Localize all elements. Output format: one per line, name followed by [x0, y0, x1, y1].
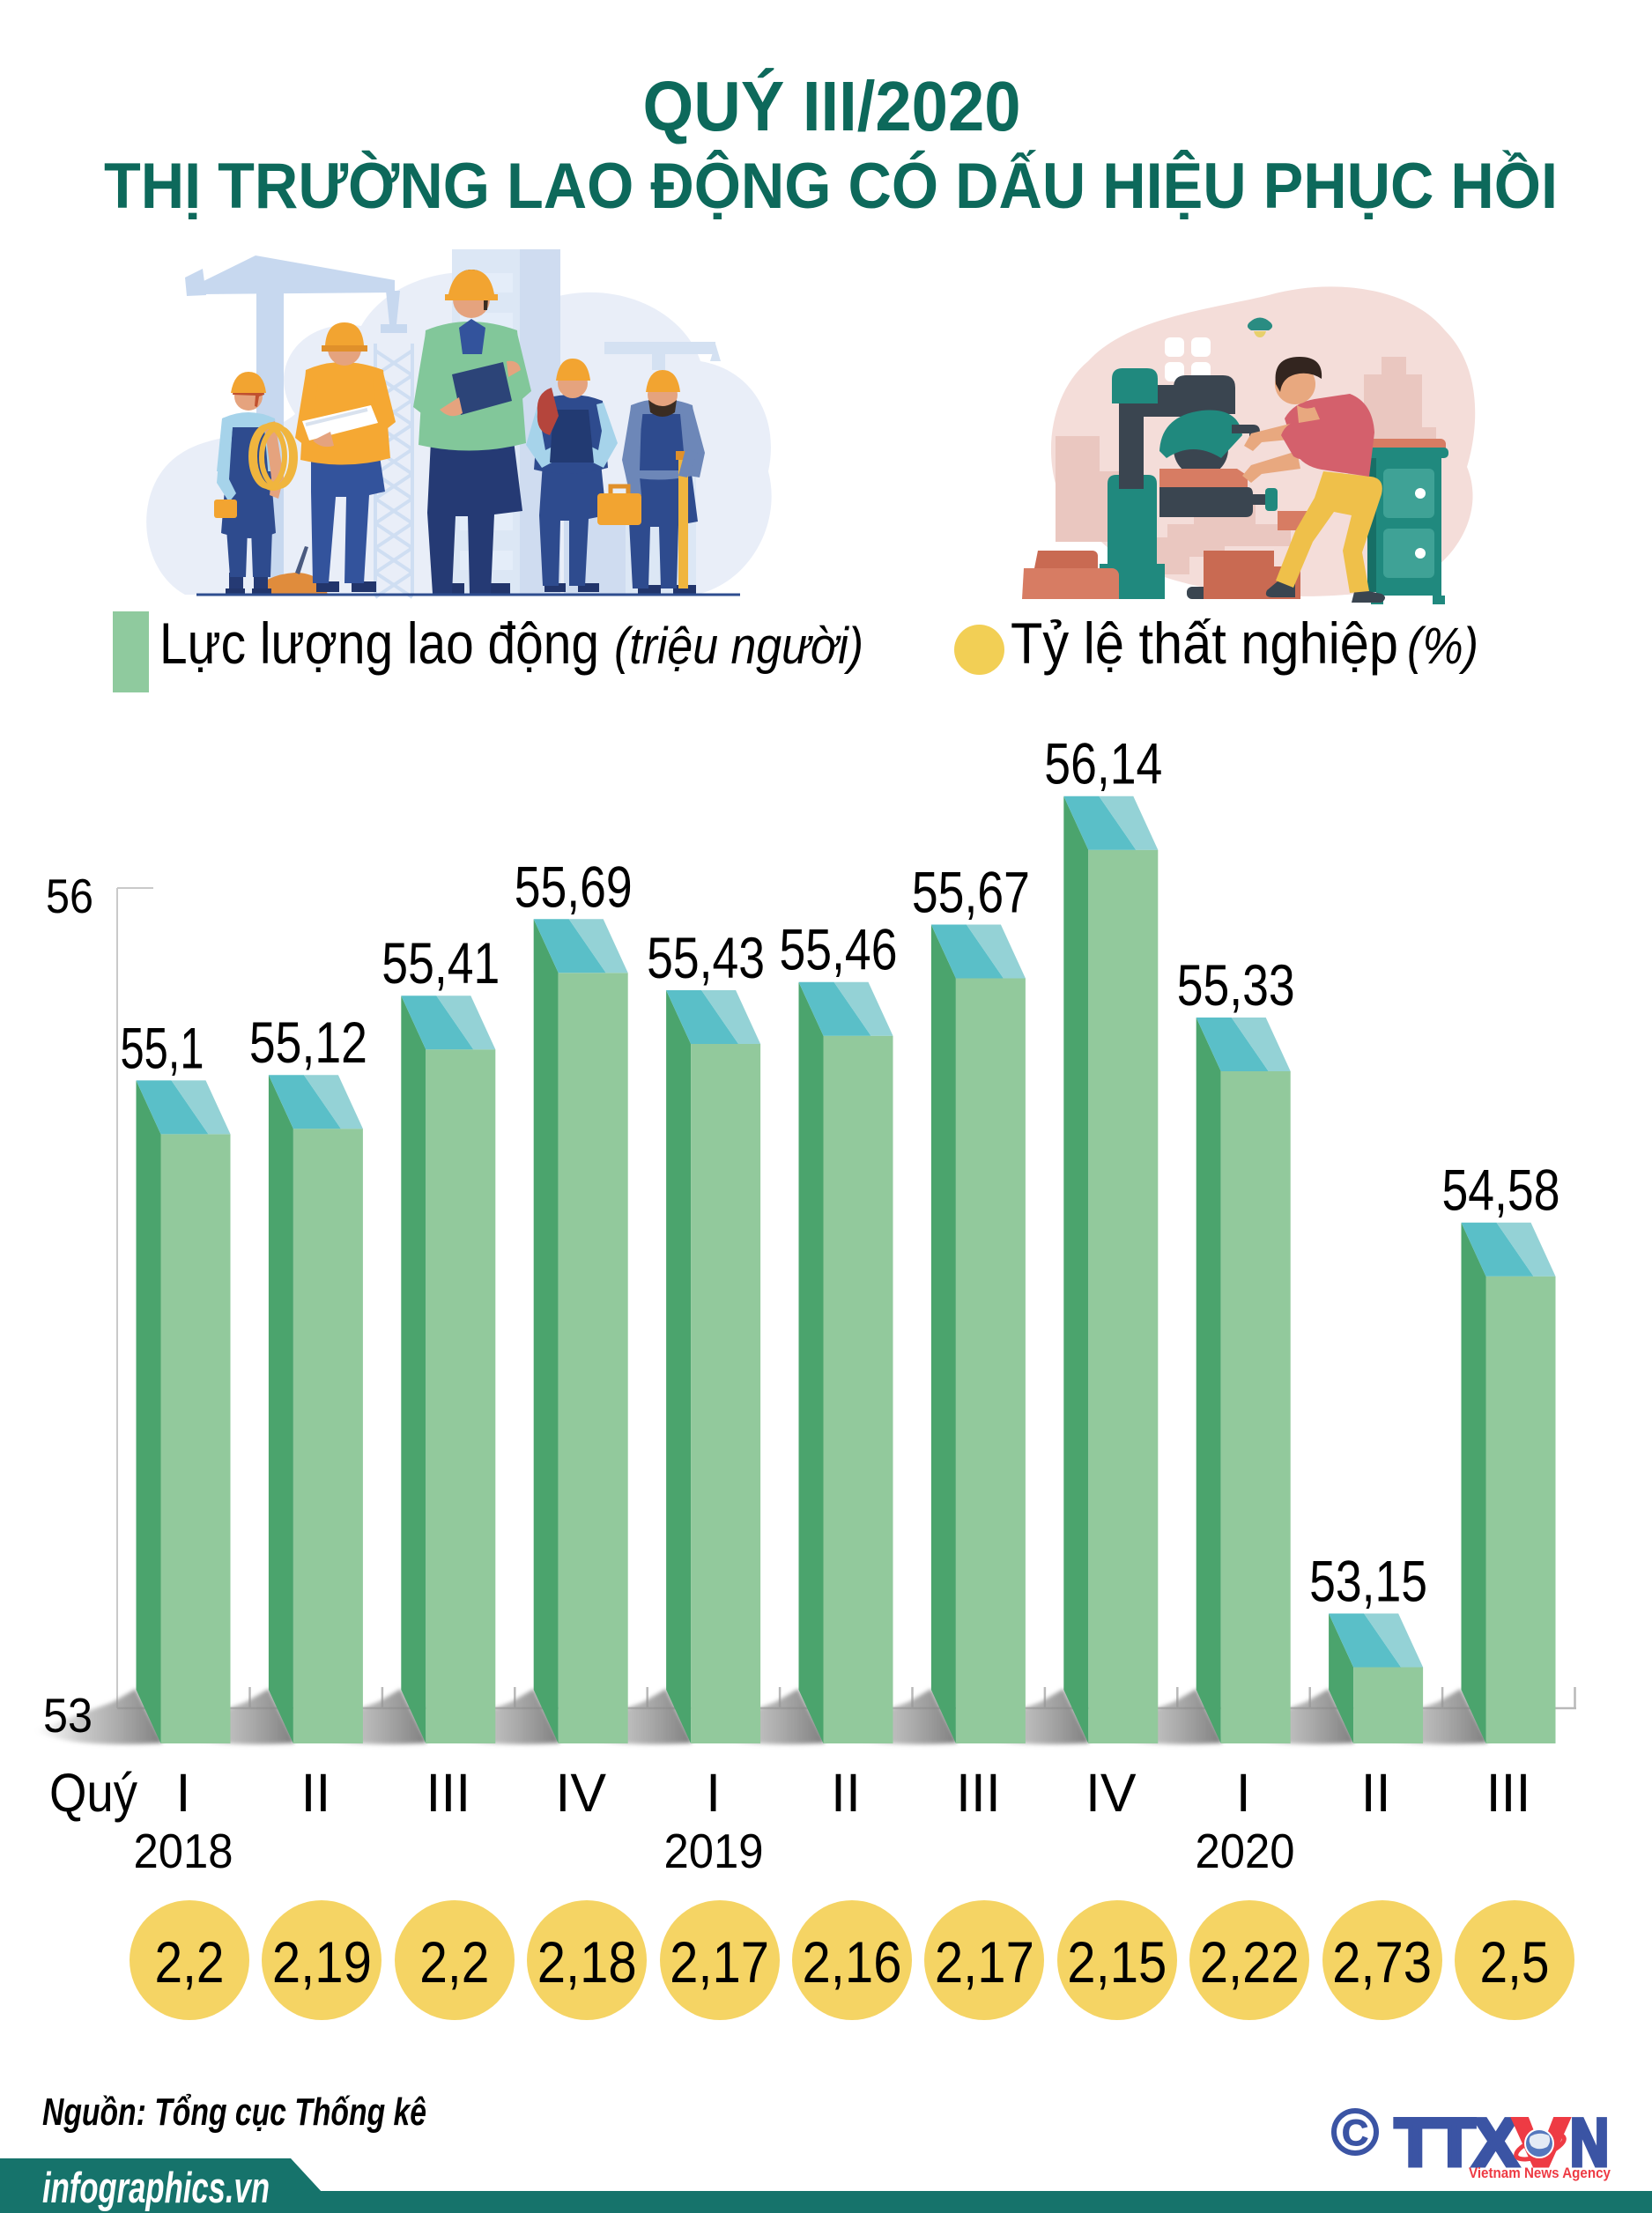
svg-text:56: 56 [46, 869, 93, 923]
svg-text:(triệu người): (triệu người) [614, 618, 863, 675]
svg-text:55,41: 55,41 [382, 930, 500, 995]
svg-text:2020: 2020 [1196, 1824, 1295, 1878]
svg-text:2019: 2019 [664, 1824, 764, 1878]
svg-text:54,58: 54,58 [1442, 1158, 1560, 1223]
svg-text:2,18: 2,18 [537, 1929, 637, 1995]
svg-text:55,67: 55,67 [912, 859, 1030, 924]
svg-text:III: III [956, 1763, 1001, 1823]
svg-text:IV: IV [555, 1763, 606, 1823]
svg-text:TTX: TTX [1395, 2106, 1518, 2180]
svg-text:2,17: 2,17 [935, 1929, 1034, 1995]
svg-text:II: II [300, 1763, 330, 1823]
svg-text:2,15: 2,15 [1067, 1929, 1167, 1995]
svg-text:C: C [1342, 2112, 1368, 2153]
svg-text:I: I [176, 1763, 191, 1823]
svg-text:2,2: 2,2 [155, 1929, 225, 1995]
svg-text:2,5: 2,5 [1480, 1929, 1550, 1995]
svg-text:2,2: 2,2 [419, 1929, 489, 1995]
svg-text:56,14: 56,14 [1044, 731, 1162, 796]
svg-text:Tỷ lệ thất nghiệp: Tỷ lệ thất nghiệp [1011, 611, 1398, 676]
svg-text:2,17: 2,17 [670, 1929, 769, 1995]
svg-text:Nguồn: Tổng cục Thống kê: Nguồn: Tổng cục Thống kê [42, 2091, 426, 2134]
svg-text:(%): (%) [1407, 618, 1478, 675]
svg-text:I: I [706, 1763, 721, 1823]
svg-text:V: V [1514, 2106, 1568, 2180]
svg-text:III: III [426, 1763, 470, 1823]
svg-text:2,73: 2,73 [1332, 1929, 1432, 1995]
svg-text:55,46: 55,46 [780, 917, 898, 982]
svg-text:Lực lượng lao động: Lực lượng lao động [159, 611, 599, 676]
svg-text:III: III [1486, 1763, 1531, 1823]
svg-text:QUÝ III/2020: QUÝ III/2020 [643, 67, 1021, 145]
svg-text:2,22: 2,22 [1200, 1929, 1300, 1995]
svg-text:II: II [831, 1763, 861, 1823]
svg-text:2,19: 2,19 [272, 1929, 372, 1995]
svg-text:IV: IV [1085, 1763, 1137, 1823]
svg-text:2,16: 2,16 [803, 1929, 902, 1995]
svg-text:53,15: 53,15 [1309, 1548, 1427, 1613]
svg-text:N: N [1570, 2106, 1609, 2180]
svg-text:53: 53 [43, 1688, 93, 1743]
svg-text:Vietnam News Agency: Vietnam News Agency [1469, 2165, 1611, 2181]
svg-text:2018: 2018 [134, 1824, 233, 1878]
svg-text:infographics.vn: infographics.vn [42, 2165, 270, 2212]
svg-text:II: II [1361, 1763, 1391, 1823]
svg-text:55,12: 55,12 [249, 1010, 367, 1075]
svg-text:I: I [1236, 1763, 1251, 1823]
svg-text:55,43: 55,43 [647, 925, 765, 990]
svg-text:55,33: 55,33 [1177, 952, 1295, 1018]
svg-text:THỊ TRƯỜNG LAO ĐỘNG CÓ DẤU HIỆ: THỊ TRƯỜNG LAO ĐỘNG CÓ DẤU HIỆU PHỤC HỒI [104, 151, 1558, 222]
svg-text:55,69: 55,69 [515, 854, 633, 919]
svg-text:Quý: Quý [49, 1763, 137, 1823]
svg-text:55,1: 55,1 [121, 1015, 204, 1080]
